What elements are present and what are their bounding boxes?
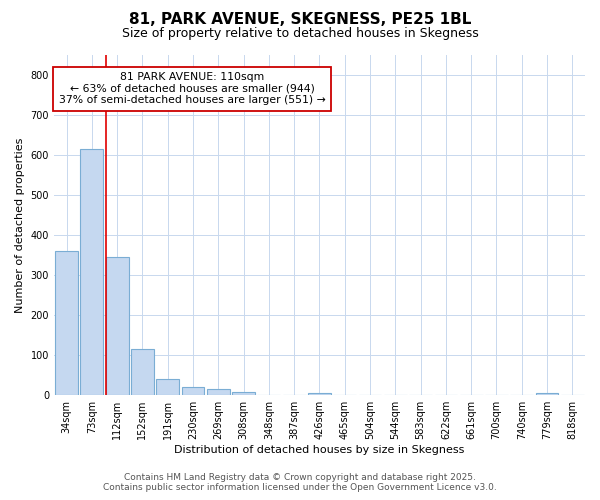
Text: 81, PARK AVENUE, SKEGNESS, PE25 1BL: 81, PARK AVENUE, SKEGNESS, PE25 1BL	[129, 12, 471, 28]
Bar	[106, 257, 128, 395]
Bar	[232, 392, 255, 395]
Text: Size of property relative to detached houses in Skegness: Size of property relative to detached ho…	[122, 28, 478, 40]
Bar	[55, 251, 78, 395]
Bar	[536, 393, 559, 395]
Bar	[80, 149, 103, 395]
X-axis label: Distribution of detached houses by size in Skegness: Distribution of detached houses by size …	[174, 445, 464, 455]
Bar	[182, 387, 205, 395]
Y-axis label: Number of detached properties: Number of detached properties	[15, 138, 25, 313]
Bar	[308, 393, 331, 395]
Bar	[207, 389, 230, 395]
Bar	[131, 349, 154, 395]
Bar	[157, 379, 179, 395]
Text: Contains HM Land Registry data © Crown copyright and database right 2025.
Contai: Contains HM Land Registry data © Crown c…	[103, 473, 497, 492]
Text: 81 PARK AVENUE: 110sqm
← 63% of detached houses are smaller (944)
37% of semi-de: 81 PARK AVENUE: 110sqm ← 63% of detached…	[59, 72, 325, 105]
